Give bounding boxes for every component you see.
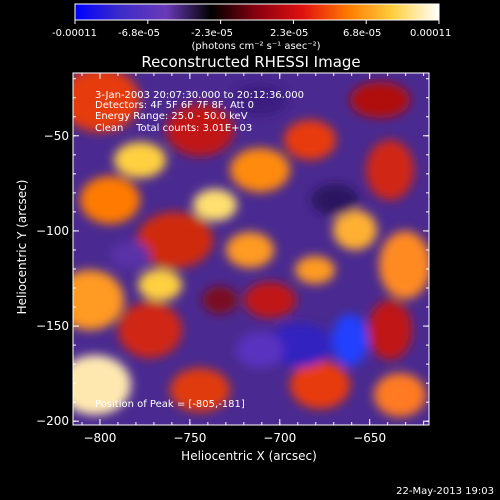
- colorbar-tick-0: -0.00011: [52, 28, 97, 39]
- heatmap-blob: [73, 73, 140, 132]
- colorbar-units: (photons cm⁻² s⁻¹ asec⁻²): [191, 41, 320, 52]
- annotation-peak: Position of Peak = [-805,-181]: [95, 399, 245, 410]
- heatmap-blob: [226, 232, 274, 268]
- colorbar-tick-1: -6.8e-05: [118, 28, 160, 39]
- heatmap-blob: [230, 148, 290, 192]
- heatmap-blob: [290, 361, 350, 409]
- heatmap-blob: [73, 355, 131, 415]
- x-tick-label: −800: [83, 431, 116, 445]
- heatmap-blob: [202, 286, 238, 314]
- heatmap-blob: [138, 269, 182, 301]
- heatmap-blob: [236, 332, 284, 368]
- annotation-detectors: Detectors: 4F 5F 6F 7F 8F, Att 0: [95, 100, 254, 111]
- heatmap-blob: [193, 189, 237, 221]
- heatmap-blob: [333, 210, 377, 250]
- heatmap-blob: [311, 184, 359, 216]
- heatmap-blob: [332, 314, 368, 366]
- heatmap-blob: [80, 176, 140, 224]
- x-tick-label: −650: [353, 431, 386, 445]
- colorbar-tick-5: 0.00011: [410, 28, 451, 39]
- heatmap-blob: [284, 120, 336, 160]
- colorbar-tick-3: 2.3e-05: [270, 28, 308, 39]
- heatmap-blob: [368, 300, 412, 360]
- y-tick-label: −200: [36, 414, 69, 428]
- plot-frame: [72, 72, 430, 426]
- heatmap-blob: [374, 373, 426, 417]
- y-tick-label: −50: [44, 129, 69, 143]
- y-tick-label: −100: [36, 224, 69, 238]
- heatmap-blob: [268, 323, 332, 367]
- colorbar-tick-4: 6.8e-05: [343, 28, 381, 39]
- heatmap-blob: [350, 82, 410, 118]
- heatmap-blob: [170, 368, 230, 412]
- heatmap-blob: [166, 104, 234, 156]
- colorbar-tick-2: -2.3e-05: [191, 28, 233, 39]
- heatmap-blob: [73, 270, 124, 330]
- footer-timestamp: 22-May-2013 19:03: [396, 486, 494, 497]
- annotation-time: 3-Jan-2003 20:07:30.000 to 20:12:36.000: [95, 90, 304, 101]
- annotation-energy: Energy Range: 25.0 - 50.0 keV: [95, 111, 248, 122]
- colorbar: [74, 3, 440, 21]
- x-tick-label: −750: [173, 431, 206, 445]
- heatmap-blob: [379, 231, 429, 299]
- heatmap-blob: [118, 302, 182, 358]
- annotation-clean: Clean Total counts: 3.01E+03: [95, 123, 252, 134]
- x-axis-label: Heliocentric X (arcsec): [181, 449, 317, 463]
- heatmap-image: [73, 73, 429, 417]
- colorbar-ticks: [74, 20, 440, 24]
- y-tick-label: −150: [36, 319, 69, 333]
- heatmap-blob: [110, 241, 150, 269]
- chart-title: Reconstructed RHESSI Image: [141, 53, 360, 71]
- heatmap-blob: [114, 142, 166, 178]
- heatmap-blob: [295, 256, 335, 284]
- heatmap-blob: [244, 282, 296, 318]
- heatmap-blob: [366, 140, 414, 200]
- y-axis-label: Heliocentric Y (arcsec): [15, 180, 29, 315]
- heatmap-blob: [232, 84, 288, 116]
- x-tick-label: −700: [263, 431, 296, 445]
- heatmap-blob: [137, 212, 213, 268]
